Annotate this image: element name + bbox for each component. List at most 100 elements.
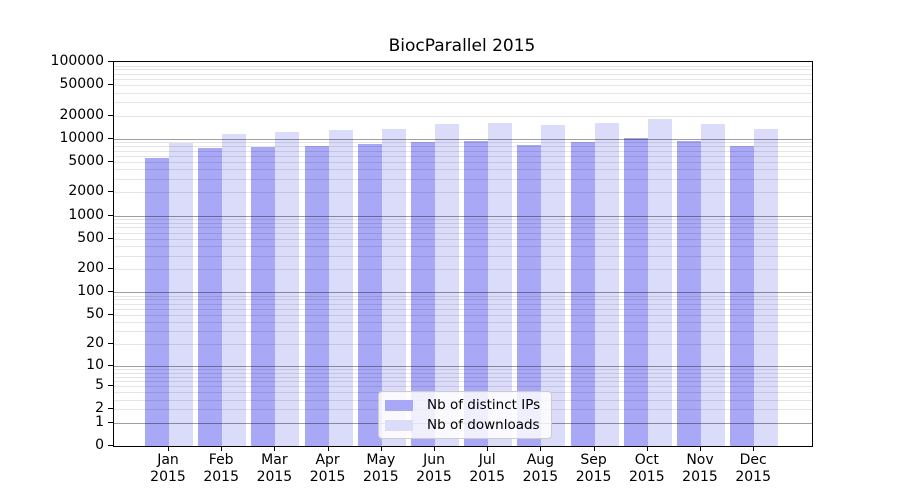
legend-item-downloads: Nb of downloads	[385, 418, 540, 432]
bar-distinct-ips-sep	[570, 142, 595, 446]
minor-gridline-4000	[114, 169, 812, 171]
minor-gridline-7	[114, 376, 812, 378]
y-tick-label-20: 20	[86, 335, 104, 352]
minor-gridline-700	[114, 227, 812, 229]
bar-distinct-ips-mar	[251, 147, 276, 446]
minor-gridline-50	[114, 314, 812, 316]
minor-gridline-6	[114, 381, 812, 383]
x-tick-year: 2015	[469, 469, 505, 485]
x-tick-month: Sep	[580, 452, 607, 468]
x-tick-year: 2015	[628, 469, 665, 485]
minor-gridline-30000	[114, 102, 812, 104]
x-tick-year: 2015	[735, 469, 771, 485]
x-tick-label-jan: Jan 2015	[136, 452, 200, 486]
x-tick-label-nov: Nov 2015	[668, 452, 732, 486]
legend-label-distinct-ips: Nb of distinct IPs	[427, 397, 541, 413]
grid-layer	[114, 62, 812, 446]
minor-gridline-8	[114, 372, 812, 374]
x-tick-month: May	[366, 452, 396, 468]
x-tick-mark-aug	[540, 446, 542, 451]
bar-downloads-oct	[647, 119, 672, 446]
minor-gridline-800	[114, 223, 812, 224]
x-tick-year: 2015	[522, 469, 559, 485]
minor-gridline-8000	[114, 146, 812, 148]
x-tick-mark-feb	[221, 446, 223, 451]
y-tick-mark-5000	[108, 160, 113, 162]
minor-gridline-90	[114, 295, 812, 297]
bar-downloads-sep	[594, 123, 619, 446]
legend-swatch-downloads	[385, 419, 413, 431]
x-tick-year: 2015	[682, 469, 718, 485]
x-tick-month: Dec	[739, 452, 767, 468]
x-tick-label-may: May 2015	[349, 452, 413, 486]
minor-gridline-50000	[114, 85, 812, 87]
minor-gridline-3000	[114, 178, 812, 180]
y-tick-label-10000: 10000	[59, 129, 104, 146]
y-tick-mark-1	[108, 421, 113, 423]
major-gridline-100	[114, 292, 812, 294]
plot-area	[113, 61, 813, 447]
legend-item-distinct-ips: Nb of distinct IPs	[385, 398, 540, 412]
y-tick-mark-2	[108, 408, 113, 410]
minor-gridline-90000	[114, 65, 812, 67]
x-tick-month: Jul	[478, 452, 496, 468]
minor-gridline-80	[114, 299, 812, 301]
y-tick-label-20000: 20000	[59, 106, 104, 123]
y-tick-mark-100	[108, 291, 113, 293]
x-tick-year: 2015	[362, 469, 399, 485]
major-gridline-10	[114, 366, 812, 368]
y-tick-label-1000: 1000	[68, 206, 104, 223]
minor-gridline-900	[114, 219, 812, 221]
x-tick-year: 2015	[309, 469, 346, 485]
bar-distinct-ips-jan	[145, 157, 169, 446]
y-tick-label-500: 500	[77, 229, 104, 246]
y-tick-mark-100000	[108, 61, 113, 62]
x-tick-mark-mar	[274, 446, 276, 451]
x-tick-month: Feb	[208, 452, 234, 468]
y-tick-label-200: 200	[77, 260, 104, 277]
x-tick-label-feb: Feb 2015	[189, 452, 253, 486]
x-tick-year: 2015	[150, 469, 186, 485]
y-tick-mark-50000	[108, 84, 113, 86]
x-tick-label-jul: Jul 2015	[455, 452, 519, 486]
y-tick-mark-1000	[108, 214, 113, 216]
y-tick-label-100: 100	[77, 283, 104, 300]
y-tick-mark-500	[108, 237, 113, 239]
x-tick-month: Mar	[261, 452, 288, 468]
y-tick-mark-5	[108, 385, 113, 387]
bar-downloads-nov	[701, 123, 725, 446]
minor-gridline-500	[114, 238, 812, 240]
y-tick-label-5: 5	[95, 377, 104, 394]
legend: Nb of distinct IPs Nb of downloads	[378, 391, 553, 439]
minor-gridline-40	[114, 322, 812, 324]
bar-distinct-ips-may	[357, 144, 382, 446]
y-tick-label-50: 50	[86, 305, 104, 322]
minor-gridline-9000	[114, 142, 812, 144]
chart-title: BiocParallel 2015	[388, 36, 536, 56]
x-tick-year: 2015	[416, 469, 452, 485]
minor-gridline-60000	[114, 79, 812, 81]
bar-downloads-dec	[754, 129, 779, 446]
bar-distinct-ips-apr	[304, 145, 329, 446]
x-tick-year: 2015	[575, 469, 612, 485]
y-tick-label-0: 0	[95, 437, 104, 453]
y-tick-mark-10000	[108, 137, 113, 139]
y-tick-mark-0	[108, 445, 113, 446]
minor-gridline-9	[114, 369, 812, 371]
x-tick-label-jun: Jun 2015	[402, 452, 466, 486]
x-tick-mark-oct	[646, 446, 648, 451]
x-tick-month: Nov	[686, 452, 714, 468]
minor-gridline-5000	[114, 161, 812, 163]
minor-gridline-20000	[114, 115, 812, 117]
bar-downloads-feb	[222, 133, 247, 446]
x-tick-mark-dec	[753, 446, 755, 451]
y-tick-mark-200	[108, 268, 113, 270]
x-tick-mark-jul	[487, 446, 489, 451]
x-tick-mark-sep	[593, 446, 595, 451]
minor-gridline-200	[114, 269, 812, 271]
x-tick-year: 2015	[203, 469, 239, 485]
minor-gridline-70000	[114, 73, 812, 75]
y-tick-label-2000: 2000	[68, 183, 104, 200]
x-tick-year: 2015	[256, 469, 293, 485]
